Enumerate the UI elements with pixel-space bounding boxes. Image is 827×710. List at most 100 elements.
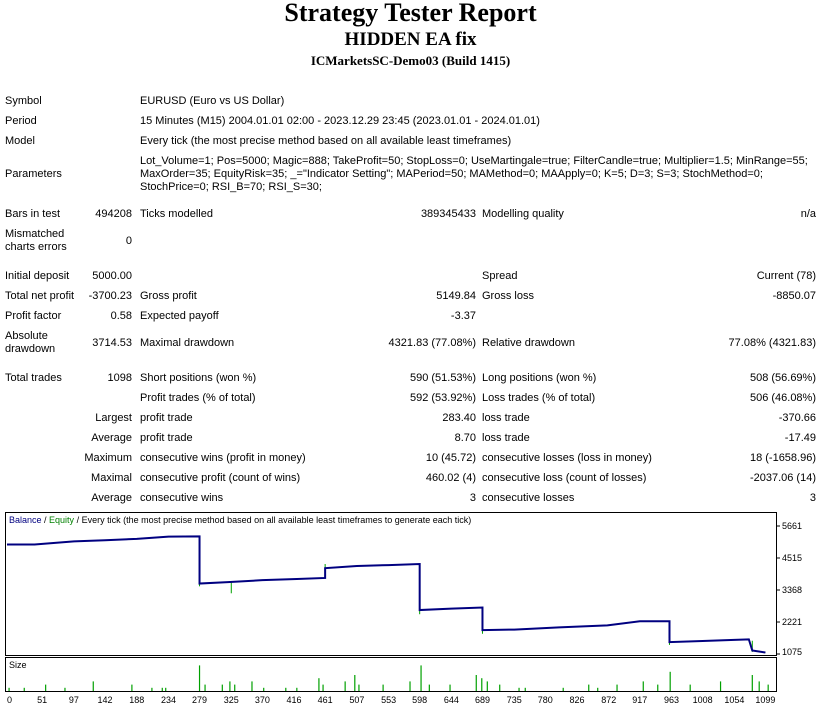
x-tick-label: 644 (444, 695, 459, 705)
y-tick-label: 5661 (782, 521, 802, 531)
average-profit-value: 8.70 (454, 432, 476, 444)
average-loss-label: loss trade (482, 432, 530, 444)
model-value: Every tick (the most precise method base… (140, 135, 512, 147)
largest-profit-value: 283.40 (442, 412, 476, 424)
largest-profit-label: profit trade (140, 412, 193, 424)
maximal-loss-label: consecutive loss (count of losses) (482, 472, 647, 484)
symbol-label: Symbol (5, 95, 42, 107)
mismatch-value: 0 (125, 235, 132, 247)
profitfactor-label: Profit factor (5, 310, 62, 322)
maxdd-label: Maximal drawdown (140, 337, 235, 349)
x-tick-label: 735 (507, 695, 522, 705)
x-tick-label: 598 (412, 695, 427, 705)
largest-loss-value: -370.66 (778, 412, 816, 424)
max-consec-wins-label: consecutive wins (profit in money) (140, 452, 306, 464)
absdd-label-1: Absolute (5, 330, 48, 342)
y-tick-label: 4515 (782, 553, 802, 563)
x-tick-label: 325 (224, 695, 239, 705)
y-tick-label: 1075 (782, 647, 802, 657)
trades-value: 1098 (107, 372, 132, 384)
x-tick-label: 1099 (755, 695, 775, 705)
long-label: Long positions (won %) (482, 372, 597, 384)
x-tick-label: 370 (255, 695, 270, 705)
ea-name: HIDDEN EA fix (344, 29, 477, 50)
maximal-profit-value: 460.02 (4) (425, 472, 476, 484)
ptrades-value: 592 (53.92%) (409, 392, 476, 404)
largest-loss-label: loss trade (482, 412, 530, 424)
average-profit-label: profit trade (140, 432, 193, 444)
payoff-value: -3.37 (450, 310, 476, 322)
spread-value: Current (78) (756, 270, 816, 282)
avg-consec-wins-label: consecutive wins (140, 492, 224, 504)
maximal-profit-label: consecutive profit (count of wins) (140, 472, 301, 484)
quality-value: n/a (800, 208, 816, 220)
period-label: Period (5, 115, 37, 127)
short-value: 590 (51.53%) (409, 372, 476, 384)
x-tick-label: 279 (192, 695, 207, 705)
x-tick-label: 963 (664, 695, 679, 705)
average-label: Average (91, 432, 132, 444)
maxdd-value: 4321.83 (77.08%) (388, 337, 476, 349)
x-tick-label: 917 (632, 695, 647, 705)
legend-sep: / (42, 515, 50, 525)
ptrades-label: Profit trades (% of total) (140, 392, 256, 404)
x-tick-label: 826 (569, 695, 584, 705)
ticks-value: 389345433 (420, 208, 476, 220)
absdd-label-2: drawdown (5, 343, 56, 355)
x-tick-label: 553 (381, 695, 396, 705)
x-tick-label: 1008 (693, 695, 713, 705)
y-tick-label: 2221 (782, 617, 802, 627)
y-tick-label: 3368 (782, 585, 802, 595)
trades-label: Total trades (5, 372, 62, 384)
parameters-label: Parameters (5, 168, 62, 180)
netprofit-label: Total net profit (5, 290, 75, 302)
max-consec-wins-value: 10 (45.72) (425, 452, 476, 464)
x-tick-label: 0 (7, 695, 12, 705)
x-tick-label: 97 (69, 695, 79, 705)
profitfactor-value: 0.58 (110, 310, 132, 322)
grossloss-label: Gross loss (482, 290, 534, 302)
avg-consec-losses-value: 3 (809, 492, 816, 504)
mismatch-label-1: Mismatched (5, 228, 65, 240)
x-tick-label: 234 (161, 695, 176, 705)
balance-chart: Balance / Equity / Every tick (the most … (5, 512, 802, 657)
symbol-value: EURUSD (Euro vs US Dollar) (140, 95, 285, 107)
chart-frame (5, 512, 777, 656)
bars-value: 494208 (95, 208, 132, 220)
size-label: Size (9, 660, 27, 670)
spread-label: Spread (482, 270, 518, 282)
x-axis: 0 51 97 142 188 234 279 325 370 416 461 507 553 598 64… (7, 695, 775, 705)
account-build: ICMarketsSC-Demo03 (Build 1415) (310, 53, 511, 68)
deposit-label: Initial deposit (5, 270, 70, 282)
ltrades-value: 506 (46.08%) (749, 392, 816, 404)
x-tick-label: 689 (475, 695, 490, 705)
legend-equity: Equity (49, 515, 75, 525)
x-tick-label: 51 (37, 695, 47, 705)
x-tick-label: 142 (97, 695, 112, 705)
x-tick-label: 780 (538, 695, 553, 705)
max-consec-losses-label: consecutive losses (loss in money) (482, 452, 652, 464)
reldd-value: 77.08% (4321.83) (728, 337, 816, 349)
average2-label: Average (91, 492, 132, 504)
x-tick-label: 461 (318, 695, 333, 705)
period-value: 15 Minutes (M15) 2004.01.01 02:00 - 2023… (140, 115, 540, 127)
payoff-label: Expected payoff (140, 310, 219, 322)
legend-desc: / Every tick (the most precise method ba… (74, 515, 471, 525)
x-tick-label: 188 (129, 695, 144, 705)
quality-label: Modelling quality (482, 208, 564, 220)
long-value: 508 (56.69%) (749, 372, 816, 384)
netprofit-value: -3700.23 (88, 290, 132, 302)
absdd-value: 3714.53 (92, 337, 132, 349)
grossprofit-label: Gross profit (140, 290, 197, 302)
average-loss-value: -17.49 (784, 432, 816, 444)
x-tick-label: 507 (349, 695, 364, 705)
mismatch-label-2: charts errors (5, 241, 67, 253)
x-tick-label: 416 (287, 695, 302, 705)
ltrades-label: Loss trades (% of total) (482, 392, 596, 404)
avg-consec-losses-label: consecutive losses (482, 492, 575, 504)
maximum-label: Maximum (84, 452, 132, 464)
balance-line (7, 535, 766, 654)
max-consec-losses-value: 18 (-1658.96) (749, 452, 816, 464)
maximal-loss-value: -2037.06 (14) (749, 472, 816, 484)
deposit-value: 5000.00 (92, 270, 132, 282)
